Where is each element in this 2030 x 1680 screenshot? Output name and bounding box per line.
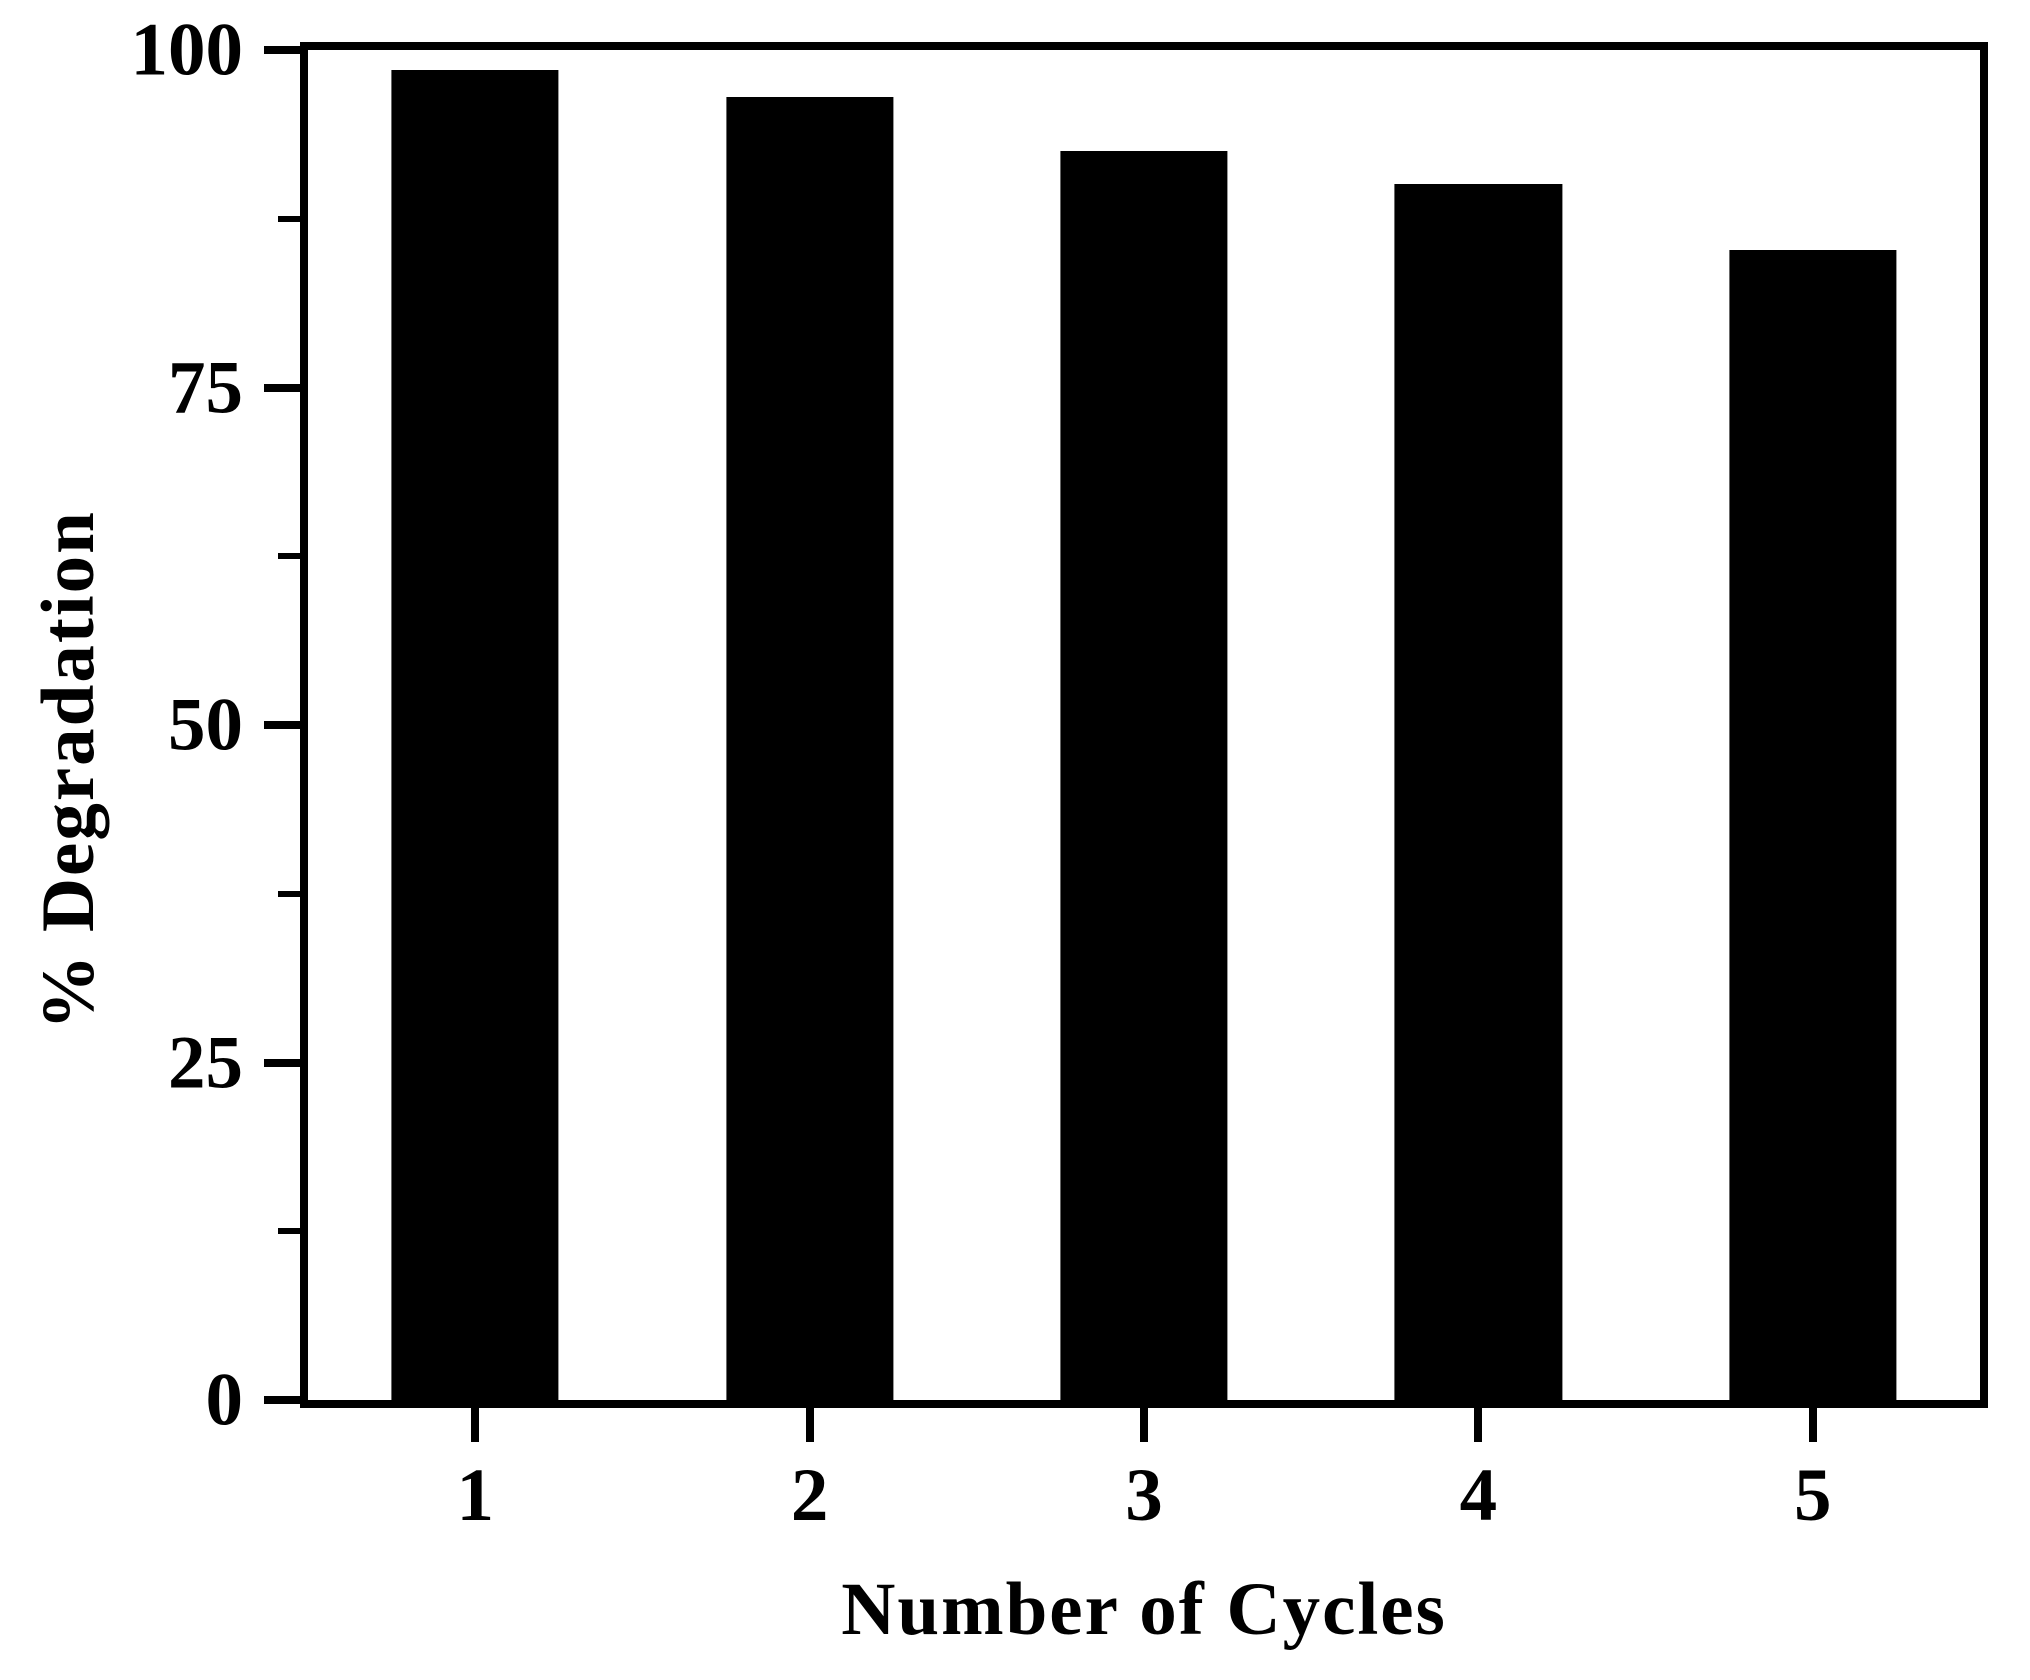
plot-area: 0 25 50 75 100 1 2 3 4 5 [131,13,1988,1533]
y-axis-major-tick [264,721,300,729]
y-axis-minor-tick [278,890,300,897]
bar-cycle-4 [1394,183,1562,1400]
x-axis-tick [1808,1408,1817,1442]
y-tick-label: 100 [130,8,244,92]
y-tick-label: 50 [168,683,243,767]
y-axis-title: % Degradation [27,510,110,1030]
y-tick-label: 0 [205,1358,244,1442]
x-tick-label: 1 [456,1454,494,1537]
x-axis-tick [1140,1408,1148,1442]
y-axis-minor-tick [278,215,300,222]
bar-cycle-1 [391,70,559,1400]
x-axis-title: Number of Cycles [841,1568,1447,1651]
x-axis-tick [471,1408,480,1442]
y-axis-major-tick [264,1058,300,1067]
x-tick-label: 3 [1125,1454,1163,1537]
y-axis-major-tick [264,1396,300,1404]
x-tick-label: 5 [1794,1454,1832,1537]
y-tick-label: 75 [168,346,243,429]
x-axis-tick [1474,1408,1483,1442]
y-axis-minor-tick [278,1228,300,1235]
x-tick-label: 2 [790,1454,829,1537]
y-axis-major-tick [264,383,300,392]
y-axis-minor-tick [278,553,300,560]
x-tick-label: 4 [1459,1454,1498,1537]
bar-cycle-5 [1729,249,1897,1400]
bar-cycle-3 [1060,151,1228,1400]
y-axis-major-tick [264,46,300,54]
x-axis-tick [805,1408,814,1442]
bar-cycle-2 [726,97,894,1400]
y-tick-label: 25 [168,1021,243,1104]
